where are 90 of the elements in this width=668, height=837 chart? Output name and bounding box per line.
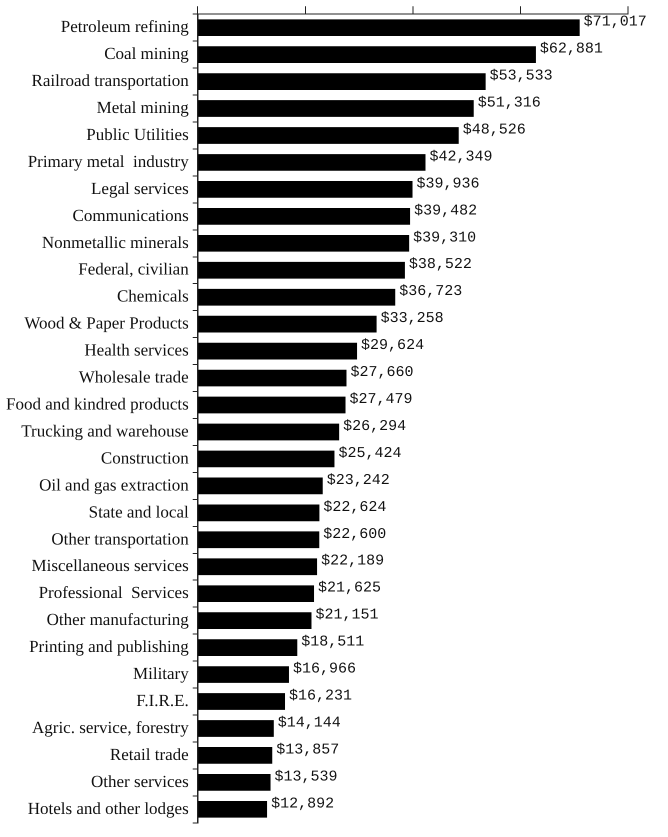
data-label: $13,857	[276, 741, 340, 758]
data-label: $25,424	[338, 444, 402, 462]
y-tick-label: Wholesale trade	[78, 368, 189, 387]
bar	[198, 504, 320, 522]
data-label: $39,936	[416, 175, 480, 192]
data-label: $42,349	[429, 148, 493, 166]
y-tick-label: Petroleum refining	[60, 17, 190, 36]
bar	[198, 396, 346, 414]
y-tick-label: Military	[133, 664, 190, 684]
bar	[198, 181, 413, 198]
bar	[198, 720, 274, 737]
bar	[198, 693, 286, 710]
y-tick-label: Agric. service, forestry	[32, 718, 190, 737]
data-label: $51,316	[478, 94, 541, 112]
bar	[198, 558, 318, 576]
data-label: $62,881	[540, 40, 603, 58]
bar	[198, 316, 377, 333]
bar	[198, 73, 486, 90]
data-label: $14,144	[278, 714, 341, 732]
data-label: $48,526	[462, 121, 526, 138]
y-tick-label: Professional Services	[38, 583, 189, 602]
y-tick-label: Nonmetallic minerals	[42, 232, 189, 252]
y-tick-label: Communications	[72, 206, 189, 225]
bar	[198, 370, 346, 386]
bar	[198, 234, 410, 252]
y-tick-label: Other transportation	[51, 529, 190, 548]
bar	[198, 262, 405, 279]
y-tick-label: Health services	[84, 340, 189, 360]
bar	[198, 639, 298, 656]
bar	[198, 585, 314, 602]
data-label: $22,189	[321, 552, 384, 570]
y-tick-label: Chemicals	[116, 286, 189, 306]
bar	[198, 342, 358, 360]
bar	[198, 478, 323, 494]
data-label: $21,625	[318, 580, 382, 597]
y-tick-label: Printing and publishing	[29, 637, 190, 656]
data-label: $16,231	[289, 687, 352, 704]
y-tick-label: Retail trade	[110, 744, 189, 764]
data-label: $39,482	[414, 202, 478, 220]
bar	[198, 800, 268, 818]
data-label: $36,723	[399, 283, 462, 300]
data-label: $12,892	[271, 795, 334, 812]
data-label: $23,242	[326, 472, 390, 489]
bar	[198, 154, 426, 171]
y-tick-label: Other services	[91, 772, 189, 791]
bar	[198, 46, 536, 63]
data-label: $21,151	[315, 606, 378, 624]
bar	[198, 450, 334, 468]
y-tick-label: Legal services	[91, 178, 189, 198]
data-label: $18,511	[301, 634, 364, 651]
bar	[198, 100, 474, 117]
y-tick-label: Primary metal industry	[28, 152, 190, 171]
data-label: $22,600	[323, 526, 386, 543]
data-label: $39,310	[413, 229, 476, 246]
bar	[198, 208, 410, 225]
y-tick-label: Federal, civilian	[78, 260, 190, 279]
bar	[198, 424, 340, 440]
data-label: $27,479	[350, 390, 413, 408]
bar	[198, 19, 580, 36]
y-tick-label: Food and kindred products	[6, 394, 189, 414]
y-tick-label: Coal mining	[104, 44, 190, 64]
bar	[198, 612, 312, 630]
data-label: $16,966	[292, 660, 356, 678]
data-label: $53,533	[490, 68, 553, 85]
data-label: $13,539	[274, 768, 338, 786]
bar	[198, 747, 272, 764]
y-tick-label: Construction	[100, 448, 190, 468]
data-label: $33,258	[380, 310, 444, 328]
y-tick-label: Wood & Paper Products	[24, 314, 189, 333]
bar	[198, 288, 396, 306]
data-label: $71,017	[584, 14, 647, 31]
y-tick-label: F.I.R.E.	[136, 690, 189, 710]
y-tick-label: Oil and gas extraction	[39, 475, 190, 494]
bar	[198, 127, 459, 144]
y-tick-label: Hotels and other lodges	[28, 798, 189, 818]
bar	[198, 774, 271, 791]
y-tick-label: Trucking and warehouse	[21, 421, 189, 440]
bar	[198, 666, 289, 683]
data-label: $22,624	[323, 498, 386, 516]
y-tick-label: State and local	[88, 502, 189, 522]
y-tick-label: Metal mining	[96, 98, 190, 118]
y-tick-label: Railroad transportation	[32, 71, 190, 90]
y-tick-label: Miscellaneous services	[32, 556, 189, 576]
bar	[198, 531, 320, 548]
data-label: $26,294	[343, 418, 406, 435]
y-tick-label: Other manufacturing	[46, 610, 190, 630]
y-tick-label: Public Utilities	[86, 124, 189, 144]
data-label: $27,660	[350, 364, 414, 382]
data-label: $38,522	[408, 256, 472, 274]
data-label: $29,624	[361, 337, 424, 354]
